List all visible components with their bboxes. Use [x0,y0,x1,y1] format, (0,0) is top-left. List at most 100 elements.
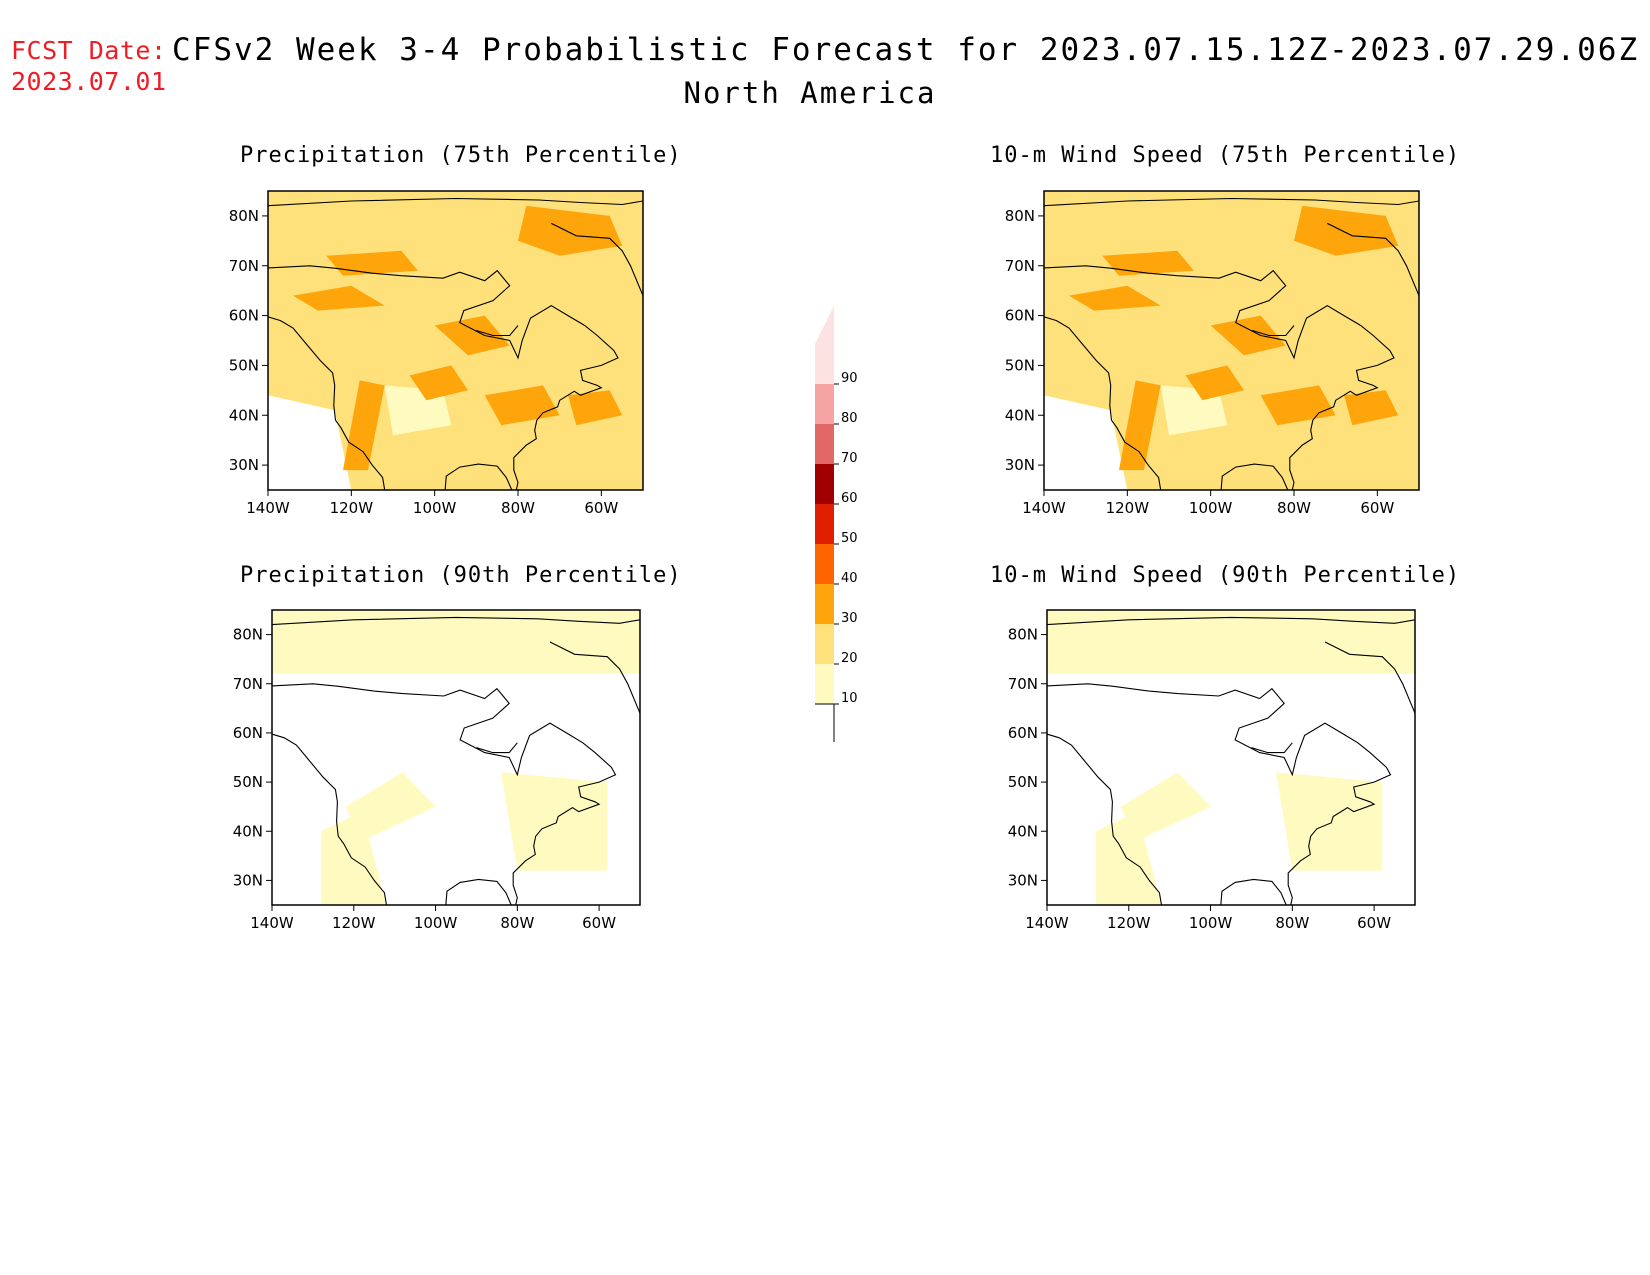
lon-label: 120W [332,914,376,932]
coastline [476,742,518,754]
colorbar-label: 10 [841,691,858,706]
colorbar-segment [815,584,834,624]
shading-low [268,395,352,490]
colorbar-segment [815,624,834,664]
colorbar-segment [815,384,834,424]
lat-label: 60N [1008,724,1038,742]
lon-label: 140W [1025,914,1069,932]
shading-mid [434,315,510,356]
map-frame [1043,190,1420,491]
colorbar-segment [815,344,834,384]
lat-label: 50N [1008,773,1038,791]
colorbar-segment [815,464,834,504]
coastline [1220,463,1289,490]
shading-low [321,811,387,905]
shading-low [1096,811,1162,905]
coastline [1252,325,1295,337]
shading-mid [1344,390,1399,426]
lat-label: 50N [233,773,263,791]
colorbar-label: 20 [841,651,858,666]
shading-low [272,610,640,674]
shading-mid [568,390,623,426]
map-panel-wind75: 80N 70N 60N 50N 40N 30N 140W 120W 100W 80W 60W [1005,190,1420,517]
map-panel-precip75: 80N 70N 60N 50N 40N 30N 140W 120W 100W 80W 60W [229,190,644,517]
lat-label: 80N [1005,207,1035,225]
coastline [268,265,619,490]
coastline [1044,197,1419,207]
colorbar-label: 30 [841,611,858,626]
coastline [476,325,519,337]
map-frame [1046,609,1416,906]
lat-label: 40N [229,406,259,424]
lon-label: 100W [414,914,458,932]
coastline [268,316,386,490]
main-title: CFSv2 Week 3-4 Probabilistic Forecast fo… [172,32,1640,68]
lat-label: 30N [1005,456,1035,474]
colorbar-segment [815,504,834,544]
colorbar-label: 80 [841,411,858,426]
coastline [1047,683,1392,905]
coastline [272,733,388,905]
lat-label: 40N [233,822,263,840]
colorbar-segment [815,664,834,704]
shading-precip75 [268,191,643,490]
lat-label: 30N [233,871,263,889]
lon-label: 60W [584,499,618,517]
lat-label: 70N [229,257,259,275]
lat-label: 80N [1008,626,1038,644]
shading-mid [293,285,385,311]
shading-mid [1102,250,1194,276]
colorbar-label: 40 [841,571,858,586]
lat-label: 60N [233,724,263,742]
lat-label: 70N [1008,675,1038,693]
coastline [1327,222,1419,296]
coastline [444,463,513,490]
coastline [268,197,643,207]
colorbar-label: 50 [841,531,858,546]
shading-mid [1069,285,1161,311]
lon-label: 60W [582,914,616,932]
coastline [1044,316,1162,490]
colorbar-label: 60 [841,491,858,506]
coastline [1044,265,1395,490]
shading-wind75 [1044,191,1419,490]
coastline-wind90 [1047,616,1415,905]
shading-mid [1294,205,1399,256]
lat-label: 40N [1005,406,1035,424]
shading-mid [1210,315,1286,356]
lon-label: 80W [1275,914,1309,932]
panel-title-precip90: Precipitation (90th Percentile) [240,563,682,588]
shading-mid [518,205,623,256]
colorbar-segment [815,424,834,464]
shading-low [1047,610,1415,674]
lon-label: 140W [246,499,290,517]
lon-label: 100W [1189,914,1233,932]
colorbar-segment [815,544,834,584]
lon-label: 140W [250,914,294,932]
lon-label: 80W [500,914,534,932]
lat-label: 50N [229,356,259,374]
lat-label: 70N [1005,257,1035,275]
map-frame [267,190,644,491]
fcst-date-value: 2023.07.01 [11,67,167,96]
lon-label: 80W [501,499,535,517]
shading-mid [343,380,385,471]
coastline [1324,641,1415,714]
shading-mid [1185,365,1244,401]
map-panel-precip90: 80N 70N 60N 50N 40N 30N 140W 120W 100W 80W 60W [233,609,641,932]
shading-precip90 [272,610,640,905]
coastline-wind75 [1044,197,1419,490]
map-panel-wind90: 80N 70N 60N 50N 40N 30N 140W 120W 100W 80W 60W [1008,609,1416,932]
lat-label: 30N [1008,871,1038,889]
shading-wind90 [1047,610,1415,905]
coastline [445,878,512,905]
lon-label: 120W [1107,914,1151,932]
shading-mid [326,250,418,276]
shading-low [501,772,608,871]
panel-title-precip75: Precipitation (75th Percentile) [240,143,682,168]
lon-label: 120W [330,499,374,517]
coastline [1047,733,1163,905]
colorbar-top-cap [815,306,834,344]
coastline [272,616,640,626]
